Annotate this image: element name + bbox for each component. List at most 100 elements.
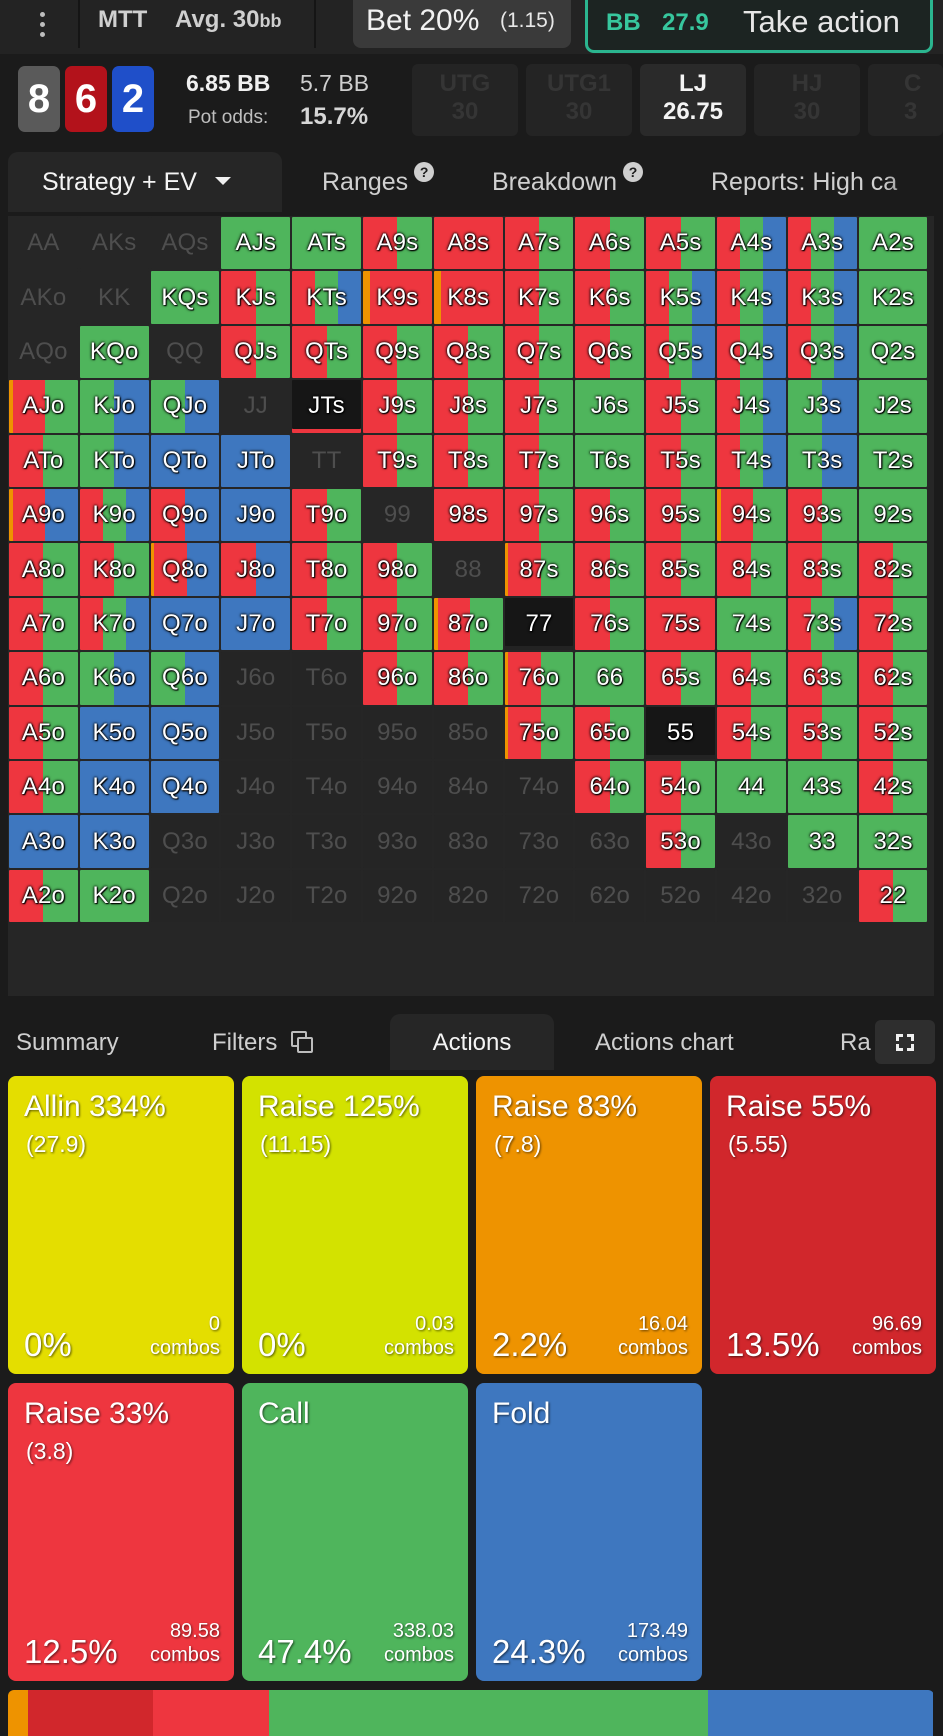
action-card[interactable]: Raise 33% (3.8) 12.5% 89.58 combos [8,1383,234,1681]
hand-cell[interactable]: K2s [858,271,928,324]
hand-cell[interactable]: J9s [363,380,432,433]
hand-cell[interactable]: Q5o [150,706,220,759]
hand-cell[interactable]: A2s [858,217,928,270]
hand-cell[interactable]: 98o [363,543,432,596]
copy-icon[interactable] [291,1030,314,1053]
hand-cell[interactable]: AQs [150,217,220,270]
hand-cell[interactable]: AKo [9,271,78,324]
help-icon[interactable]: ? [623,162,644,182]
hand-cell[interactable]: T2o [292,869,361,923]
hand-cell[interactable]: T9s [363,434,432,487]
hand-cell[interactable]: K4s [717,271,786,324]
hand-cell[interactable]: A5o [9,706,78,759]
tab-ranges[interactable]: Ranges? [322,152,435,212]
hand-cell[interactable]: 42o [717,869,786,923]
hand-cell[interactable]: Q9o [150,489,220,542]
position-lj[interactable]: LJ 26.75 [640,64,746,136]
hand-cell[interactable]: 95o [363,706,432,759]
hand-cell[interactable]: 86s [575,543,645,596]
hand-cell[interactable]: K3s [787,271,857,324]
hand-cell[interactable]: 64s [717,652,786,705]
hand-cell[interactable]: 32o [787,869,857,923]
hand-cell[interactable]: 33 [787,815,857,868]
hand-cell[interactable]: J7s [504,380,574,433]
hand-cell[interactable]: J6s [575,380,645,433]
hand-cell[interactable]: A8o [9,543,78,596]
hand-cell[interactable]: 22 [858,869,928,923]
action-card[interactable]: Fold 24.3% 173.49 combos [476,1383,702,1681]
hand-cell[interactable]: JJ [221,380,291,433]
action-card[interactable]: Raise 55% (5.55) 13.5% 96.69 combos [710,1076,936,1374]
hand-cell[interactable]: 94s [717,489,786,542]
game-type[interactable]: MTT [98,6,148,33]
hand-cell[interactable]: K8o [79,543,149,596]
game-depth[interactable]: Avg. 30bb [175,6,281,34]
hand-cell[interactable]: J8s [433,380,503,433]
hand-cell[interactable]: 77 [504,597,574,651]
hand-cell[interactable]: A6s [575,217,645,270]
hand-cell[interactable]: J4s [717,380,786,433]
hand-cell[interactable]: KK [79,271,149,324]
hand-cell[interactable]: 83s [787,543,857,596]
board-card[interactable]: 2 [112,66,154,132]
hand-cell[interactable]: T5o [292,706,361,759]
hand-cell[interactable]: Q2s [858,325,928,379]
hand-cell[interactable]: T7o [292,597,361,651]
hand-cell[interactable]: Q8o [150,543,220,596]
hand-cell[interactable]: Q4o [150,761,220,814]
hand-cell[interactable]: J2s [858,380,928,433]
hand-cell[interactable]: QTs [292,325,361,379]
hand-cell[interactable]: KTs [292,271,361,324]
hand-cell[interactable]: A4s [717,217,786,270]
hand-cell[interactable]: 74s [717,597,786,651]
hand-cell[interactable]: J2o [221,869,291,923]
hand-cell[interactable]: J8o [221,543,291,596]
hand-cell[interactable]: J7o [221,597,291,651]
expand-icon[interactable] [875,1020,935,1064]
prior-action-bet[interactable]: Bet 20% (1.15) [353,0,571,48]
hand-cell[interactable]: 73s [787,597,857,651]
hand-cell[interactable]: J6o [221,652,291,705]
hand-cell[interactable]: 63s [787,652,857,705]
action-card[interactable]: Allin 334% (27.9) 0% 0 combos [8,1076,234,1374]
hand-cell[interactable]: 82s [858,543,928,596]
hand-cell[interactable]: KQs [150,271,220,324]
hand-cell[interactable]: A7s [504,217,574,270]
hand-cell[interactable]: 82o [433,869,503,923]
hand-cell[interactable]: 97s [504,489,574,542]
hand-cell[interactable]: QTo [150,434,220,487]
hand-cell[interactable]: 44 [717,761,786,814]
hand-cell[interactable]: J3s [787,380,857,433]
hand-cell[interactable]: Q6s [575,325,645,379]
hand-cell[interactable]: ATo [9,434,78,487]
hand-cell[interactable]: 85s [646,543,715,596]
hand-cell[interactable]: T5s [646,434,715,487]
hand-cell[interactable]: J3o [221,815,291,868]
hand-cell[interactable]: KTo [79,434,149,487]
hand-cell[interactable]: 92o [363,869,432,923]
hand-cell[interactable]: 99 [363,489,432,542]
hand-cell[interactable]: 72o [504,869,574,923]
hand-cell[interactable]: Q7s [504,325,574,379]
hand-cell[interactable]: K9o [79,489,149,542]
board-card[interactable]: 6 [65,66,107,132]
hand-cell[interactable]: AKs [79,217,149,270]
hand-cell[interactable]: Q3o [150,815,220,868]
hand-cell[interactable]: 53o [646,815,715,868]
hand-cell[interactable]: AJs [221,217,291,270]
hand-cell[interactable]: 55 [646,706,715,759]
hand-cell[interactable]: 84o [433,761,503,814]
hand-cell[interactable]: K3o [79,815,149,868]
hand-cell[interactable]: K4o [79,761,149,814]
hand-cell[interactable]: 75s [646,597,715,651]
hand-cell[interactable]: 93o [363,815,432,868]
hand-cell[interactable]: KJo [79,380,149,433]
hand-cell[interactable]: A2o [9,869,78,923]
hand-cell[interactable]: A9o [9,489,78,542]
hand-cell[interactable]: 85o [433,706,503,759]
hand-cell[interactable]: A3s [787,217,857,270]
hand-cell[interactable]: K8s [433,271,503,324]
hand-cell[interactable]: 42s [858,761,928,814]
hand-cell[interactable]: TT [292,434,361,487]
hand-cell[interactable]: QJs [221,325,291,379]
